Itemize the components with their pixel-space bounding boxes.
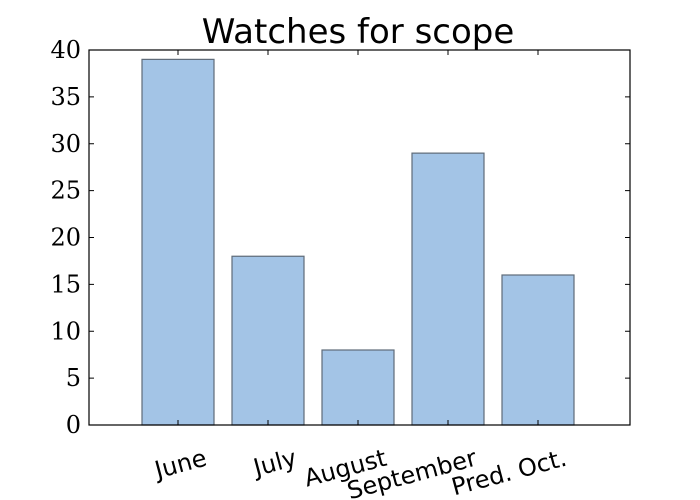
y-tick-label: 25 (50, 177, 81, 205)
bar-june (141, 58, 215, 426)
y-tick-label: 15 (50, 270, 81, 298)
plot-frame (88, 49, 631, 426)
y-tick-label: 30 (50, 130, 81, 158)
y-tick-label: 5 (66, 364, 81, 392)
x-tick-label: June (150, 444, 210, 485)
x-tick-label: July (249, 444, 300, 483)
y-tick-label: 20 (50, 224, 81, 252)
bar-july (231, 255, 305, 426)
chart-title: Watches for scope (202, 12, 515, 52)
bar-pred-oct (501, 274, 575, 426)
bars-group (141, 58, 575, 426)
y-axis-ticks: 0 5 10 15 20 25 30 35 40 (50, 36, 630, 439)
y-tick-label: 40 (50, 36, 81, 64)
bar-august (321, 349, 395, 426)
bar-september (411, 152, 485, 426)
y-tick-label: 0 (66, 411, 81, 439)
y-tick-label: 35 (50, 83, 81, 111)
y-tick-label: 10 (50, 317, 81, 345)
